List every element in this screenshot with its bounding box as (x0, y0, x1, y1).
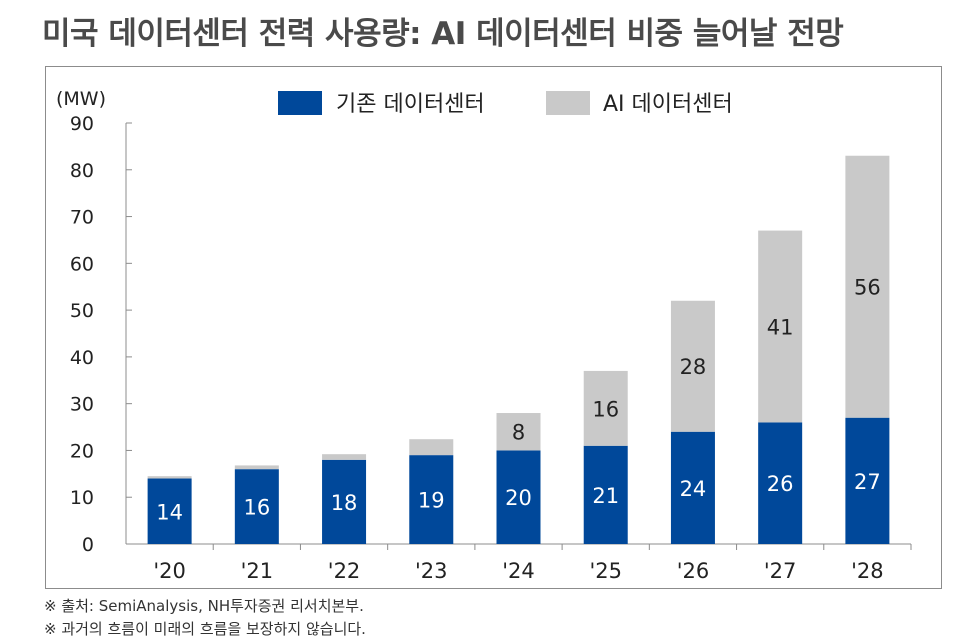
bar-existing (234, 469, 279, 544)
data-label-existing: 24 (680, 477, 707, 501)
bar-existing (322, 459, 367, 544)
footnote-source: ※ 출처: SemiAnalysis, NH투자증권 리서치본부. (44, 597, 364, 615)
y-tick-label: 10 (70, 487, 94, 509)
bar-ai (147, 476, 192, 479)
y-tick-label: 30 (70, 394, 94, 416)
data-label-existing: 26 (767, 472, 794, 496)
bar-existing (845, 417, 890, 544)
y-tick-label: 40 (70, 347, 94, 369)
y-tick-label: 70 (70, 207, 94, 229)
bar-ai (409, 439, 454, 456)
legend-swatch-ai (546, 91, 590, 115)
stacked-bar-chart: 기존 데이터센터 AI 데이터센터 (MW) 0 10 20 30 40 50 60 70 80… (56, 88, 912, 583)
x-tick-label: '26 (677, 559, 710, 583)
data-label-ai: 16 (592, 397, 619, 421)
data-label-existing: 27 (854, 470, 881, 494)
bar-ai (845, 155, 890, 418)
data-label-ai: 8 (512, 421, 525, 445)
bar-ai (670, 300, 715, 432)
data-label-existing: 16 (243, 496, 270, 520)
data-label-ai: 41 (767, 315, 794, 339)
bar-existing (147, 478, 192, 544)
bar-ai (758, 230, 803, 423)
legend-swatch-existing (278, 91, 322, 115)
bar-ai (583, 370, 628, 446)
bar-ai (496, 413, 541, 451)
data-label-existing: 18 (331, 491, 358, 515)
bar-ai (234, 465, 279, 470)
chart-title: 미국 데이터센터 전력 사용량: AI 데이터센터 비중 늘어날 전망 (42, 16, 844, 52)
y-tick-label: 20 (70, 440, 94, 462)
y-tick-label: 80 (70, 160, 94, 182)
y-tick-label: 0 (82, 534, 94, 556)
x-tick-label: '24 (502, 559, 535, 583)
legend-label-ai: AI 데이터센터 (603, 92, 733, 117)
data-label-existing: 19 (418, 489, 445, 513)
y-tick-label: 60 (70, 253, 94, 275)
data-label-existing: 20 (505, 486, 532, 510)
chart-frame: 기존 데이터센터 AI 데이터센터 (MW) 0 10 20 30 40 50 60 70 80… (45, 66, 942, 589)
x-tick-label: '20 (153, 559, 186, 583)
data-label-existing: 21 (592, 484, 619, 508)
x-tick-label: '28 (851, 559, 884, 583)
x-tick-label: '27 (764, 559, 797, 583)
legend-label-existing: 기존 데이터센터 (336, 92, 485, 117)
bar-existing (758, 422, 803, 544)
bar-existing (409, 455, 454, 544)
x-tick-label: '21 (241, 559, 273, 583)
axes: 0 10 20 30 40 50 60 70 80 90 '20 '21 '22 '23 '24 '25 '26… (70, 113, 912, 583)
x-tick-label: '23 (415, 559, 448, 583)
bars: 14 16 18 19 20 8 21 16 24 28 26 41 27 56 (147, 155, 890, 544)
bar-existing (496, 450, 541, 544)
data-label-ai: 28 (680, 355, 707, 379)
legend: 기존 데이터센터 AI 데이터센터 (278, 91, 733, 117)
footnote-disclaimer: ※ 과거의 흐름이 미래의 흐름을 보장하지 않습니다. (44, 620, 366, 638)
data-label-ai: 56 (854, 276, 881, 300)
y-tick-label: 50 (70, 300, 94, 322)
y-axis-unit: (MW) (56, 88, 106, 110)
bar-ai (322, 454, 367, 460)
x-tick-label: '25 (589, 559, 622, 583)
bar-existing (583, 445, 628, 544)
y-tick-label: 90 (70, 113, 94, 135)
bar-existing (670, 431, 715, 544)
x-tick-label: '22 (328, 559, 361, 583)
data-label-existing: 14 (156, 500, 183, 524)
